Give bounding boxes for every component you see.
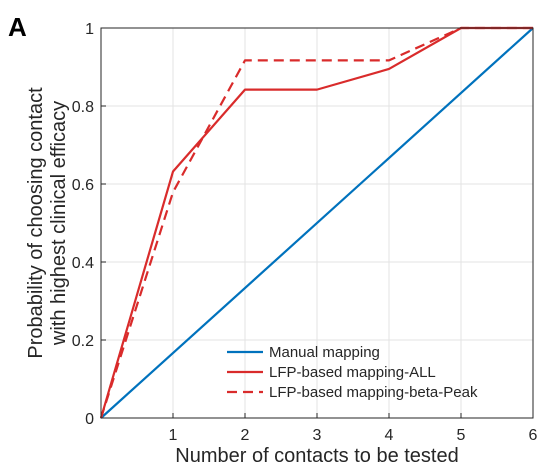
- y-tick-label: 1: [85, 21, 94, 38]
- x-tick-label: 1: [169, 427, 178, 444]
- series-line-0: [100, 27, 534, 419]
- y-axis-label: Probability of choosing contact with hig…: [25, 87, 70, 359]
- legend-entry-label: LFP-based mapping-ALL: [269, 364, 436, 381]
- y-tick-label: 0.6: [72, 177, 94, 194]
- x-tick-label: 6: [529, 427, 538, 444]
- panel-label: A: [8, 12, 27, 42]
- y-tick-label: 0.4: [72, 255, 94, 272]
- x-axis: 1 2 3 4 5 6: [169, 413, 538, 444]
- x-tick-label: 3: [313, 427, 322, 444]
- y-axis-label-line-1: Probability of choosing contact: [25, 87, 47, 359]
- legend: Manual mapping LFP-based mapping-ALL LFP-b…: [227, 344, 478, 401]
- x-tick-label: 2: [241, 427, 250, 444]
- y-tick-label: 0: [85, 411, 94, 428]
- y-axis: 0 0.2 0.4 0.6 0.8 1: [72, 21, 106, 428]
- y-axis-label-line-2: with highest clinical efficacy: [48, 101, 70, 346]
- x-axis-label: Number of contacts to be tested: [175, 445, 459, 467]
- legend-entry-label: LFP-based mapping-beta-Peak: [269, 384, 478, 401]
- x-tick-label: 5: [457, 427, 466, 444]
- x-tick-label: 4: [385, 427, 394, 444]
- y-tick-label: 0.2: [72, 333, 94, 350]
- y-tick-label: 0.8: [72, 99, 94, 116]
- legend-entry-label: Manual mapping: [269, 344, 380, 361]
